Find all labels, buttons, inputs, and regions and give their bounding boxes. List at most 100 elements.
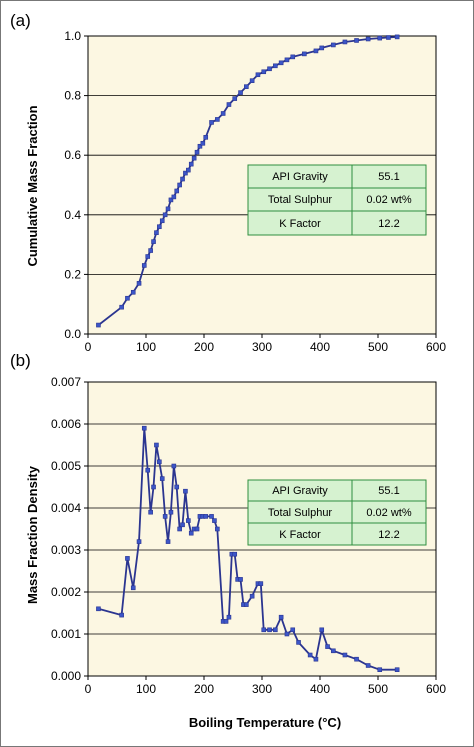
info-table-value: 12.2 xyxy=(378,218,399,230)
info-table-value: 55.1 xyxy=(378,485,399,497)
panel-a-data-point xyxy=(180,176,185,182)
panel-a-series-line xyxy=(97,36,398,326)
panel-a-data-point xyxy=(278,60,284,66)
panel-a-data-point xyxy=(96,322,101,328)
panel-b-data-point xyxy=(96,606,101,612)
panel-a-data-point xyxy=(238,90,243,95)
panel-a-data-point xyxy=(165,206,171,212)
info-table-value: 0.02 wt% xyxy=(366,507,411,519)
panel-a-data-point xyxy=(145,254,151,259)
panel-b-data-point xyxy=(215,526,220,532)
panel-a-data-point xyxy=(186,167,191,173)
panel-b-data-point xyxy=(141,425,147,431)
panel-a-data-point xyxy=(209,120,214,125)
panel-a-data-point xyxy=(194,149,200,155)
panel-b-data-point xyxy=(130,585,136,591)
info-table-value: 55.1 xyxy=(378,171,399,183)
info-table-label: API Gravity xyxy=(272,485,328,497)
info-table-a: API Gravity 55.1 Total Sulphur 0.02 wt% … xyxy=(247,164,427,236)
panel-a-y-tick-label: 0.2 xyxy=(64,267,81,281)
panel-b-data-point xyxy=(261,627,267,633)
panel-b-data-point xyxy=(183,488,188,494)
panel-b-data-point xyxy=(307,652,313,658)
info-table-label: API Gravity xyxy=(272,171,328,183)
panel-b-data-point xyxy=(232,551,238,557)
panel-a-data-point xyxy=(119,304,124,310)
panel-b-data-point xyxy=(319,627,325,633)
panel-a-data-point xyxy=(319,45,325,51)
info-table-b: API Gravity 55.1 Total Sulphur 0.02 wt% … xyxy=(247,479,427,546)
panel-b-data-point xyxy=(171,463,177,469)
panel-a-data-point xyxy=(171,194,177,200)
panel-b-data-point xyxy=(212,518,217,523)
panel-b-label: (b) xyxy=(10,351,31,370)
panel-a-data-point xyxy=(183,170,188,176)
panel-b-data-point xyxy=(290,627,296,633)
panel-b-x-tick-label: 200 xyxy=(194,682,214,696)
panel-b-data-point xyxy=(194,526,200,532)
panel-b-data-point xyxy=(244,602,249,607)
panel-a-data-point xyxy=(394,34,400,40)
panel-b-x-tick-label: 400 xyxy=(310,682,330,696)
panel-a-data-point xyxy=(267,66,272,72)
panel-a-x-tick-label: 100 xyxy=(136,340,156,354)
info-table-label: Total Sulphur xyxy=(268,507,333,519)
panel-a-data-point xyxy=(191,155,197,161)
info-table-value: 0.02 wt% xyxy=(366,194,411,206)
panel-a-x-tick-label: 600 xyxy=(426,340,446,354)
panel-b-data-point xyxy=(162,514,168,519)
panel-b-data-point xyxy=(238,577,243,582)
panel-a-data-point xyxy=(159,218,165,224)
info-table-b-bg xyxy=(247,479,427,546)
panel-a-x-tick-label: 500 xyxy=(368,340,388,354)
panel-b-data-point xyxy=(165,539,171,544)
panel-a-data-point xyxy=(151,239,156,244)
info-table-value: 12.2 xyxy=(378,529,399,541)
panel-a-data-point xyxy=(141,263,147,268)
panel-a-data-point xyxy=(331,42,336,48)
panel-b-data-point xyxy=(296,640,301,645)
panel-a-data-point xyxy=(188,161,194,167)
panel-a-data-point xyxy=(220,111,226,116)
panel-a-data-point xyxy=(386,35,391,40)
panel-b-data-point xyxy=(258,581,264,586)
panel-b-y-tick-label: 0.006 xyxy=(51,417,81,431)
panel-b-y-tick-label: 0.001 xyxy=(51,627,81,641)
panel-b-data-point xyxy=(168,509,174,515)
panel-b-data-point xyxy=(331,648,336,654)
panel-a-y-tick-label: 0.8 xyxy=(64,89,81,103)
panel-a-label: (a) xyxy=(10,11,31,30)
x-axis-title: Boiling Temperature (°C) xyxy=(189,715,341,730)
panel-b-y-tick-label: 0.005 xyxy=(51,459,81,473)
panel-b-data-point xyxy=(145,467,151,473)
panel-b-data-point xyxy=(226,614,232,620)
panel-a-y-tick-label: 0.6 xyxy=(64,148,81,162)
panel-b-data-point xyxy=(177,526,182,532)
panel-a-data-point xyxy=(157,224,162,230)
panel-b-x-tick-label: 100 xyxy=(136,682,156,696)
panel-b-data-point xyxy=(249,593,255,599)
panel-a-data-point xyxy=(342,39,348,45)
panel-a-data-point xyxy=(197,143,203,149)
panel-b-x-tick-label: 300 xyxy=(252,682,272,696)
panel-a-data-point xyxy=(215,117,220,122)
panel-a-data-point xyxy=(162,212,168,218)
panel-b-y-tick-label: 0.000 xyxy=(51,669,81,683)
info-table-label: K Factor xyxy=(279,218,321,230)
panel-b-x-tick-label: 500 xyxy=(368,682,388,696)
panel-a-data-point xyxy=(148,248,153,253)
panel-a-data-point xyxy=(232,96,238,101)
panel-b-data-point xyxy=(180,522,185,528)
panel-a-data-point xyxy=(290,54,296,60)
panel-b-data-point xyxy=(377,667,383,673)
panel-a-data-point xyxy=(302,51,307,57)
panel-a-data-point xyxy=(136,281,142,286)
panel-b-data-point xyxy=(325,644,330,649)
panel-b-data-point xyxy=(186,518,191,523)
panel-b-data-point xyxy=(125,556,130,561)
panel-b-data-point xyxy=(174,484,180,490)
panel-a-data-point xyxy=(255,72,261,78)
panel-a-data-point xyxy=(273,63,278,69)
panel-a-data-point xyxy=(261,69,267,75)
